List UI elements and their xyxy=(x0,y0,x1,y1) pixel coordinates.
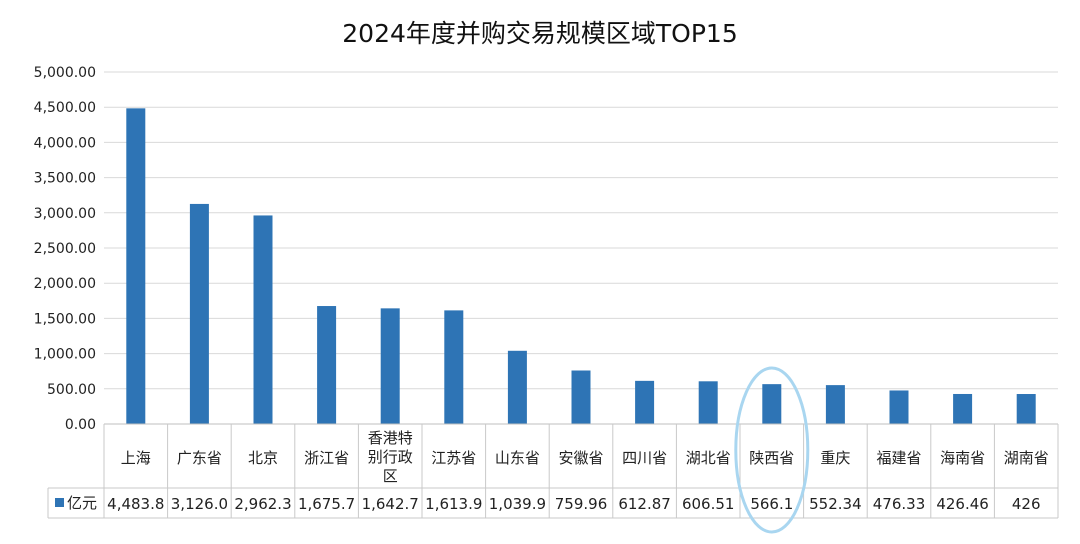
category-label: 区 xyxy=(383,467,398,485)
y-tick-label: 4,000.00 xyxy=(34,135,96,151)
data-label: 3,126.0 xyxy=(171,495,228,513)
category-label: 湖北省 xyxy=(686,449,731,467)
bar xyxy=(380,308,400,424)
category-label: 福建省 xyxy=(876,449,921,467)
category-label: 上海 xyxy=(121,449,151,467)
data-label: 552.34 xyxy=(809,495,862,513)
y-tick-label: 1,500.00 xyxy=(34,311,96,327)
bar xyxy=(253,215,273,424)
y-tick-label: 3,500.00 xyxy=(34,171,96,187)
y-axis-tick-labels: 0.00 500.00 1,000.00 1,500.00 2,000.00 2,500.… xyxy=(34,65,96,433)
category-label: 浙江省 xyxy=(304,449,349,467)
bar xyxy=(1016,394,1036,424)
bar xyxy=(953,393,973,424)
legend-swatch xyxy=(55,498,64,507)
category-label: 湖南省 xyxy=(1004,449,1049,467)
bar xyxy=(189,203,209,424)
y-tick-label: 4,500.00 xyxy=(34,100,96,116)
y-tick-label: 5,000.00 xyxy=(34,65,96,81)
y-tick-label: 2,500.00 xyxy=(34,241,96,257)
bar xyxy=(126,108,146,424)
series-name: 亿元 xyxy=(67,494,97,512)
data-label: 612.87 xyxy=(618,495,671,513)
data-label: 606.51 xyxy=(682,495,735,513)
highlight-ellipse xyxy=(734,366,810,534)
bar xyxy=(507,350,527,424)
category-label: 香港特 xyxy=(368,429,413,447)
category-label: 江苏省 xyxy=(431,449,476,467)
data-label: 1,613.9 xyxy=(425,495,482,513)
bar xyxy=(762,384,782,424)
bar xyxy=(571,370,591,424)
category-label: 安徽省 xyxy=(558,449,603,467)
category-label: 山东省 xyxy=(495,449,540,467)
data-label: 759.96 xyxy=(555,495,608,513)
category-label: 陕西省 xyxy=(749,449,794,467)
data-label: 566.1 xyxy=(750,495,793,513)
data-label: 426 xyxy=(1012,495,1041,513)
data-label: 1,039.9 xyxy=(489,495,546,513)
category-label: 别行政 xyxy=(368,448,413,466)
category-label: 重庆 xyxy=(820,449,850,467)
bar xyxy=(825,385,845,424)
data-label: 426.46 xyxy=(936,495,989,513)
y-tick-label: 2,000.00 xyxy=(34,276,96,292)
category-label: 广东省 xyxy=(177,449,222,467)
bar xyxy=(698,381,718,424)
bar xyxy=(889,390,909,424)
data-label: 1,675.7 xyxy=(298,495,355,513)
y-tick-label: 500.00 xyxy=(47,382,96,398)
data-label: 476.33 xyxy=(873,495,926,513)
data-label: 4,483.8 xyxy=(107,495,164,513)
category-label: 四川省 xyxy=(622,449,667,467)
highlight-annotation xyxy=(734,366,810,534)
data-label: 1,642.7 xyxy=(362,495,419,513)
category-label: 海南省 xyxy=(940,449,985,467)
y-tick-label: 0.00 xyxy=(65,417,96,433)
bar xyxy=(444,310,464,424)
bars xyxy=(126,108,1036,424)
y-tick-label: 3,000.00 xyxy=(34,206,96,222)
bar xyxy=(317,306,337,424)
category-label: 北京 xyxy=(248,449,278,467)
gridlines xyxy=(104,71,1058,390)
chart-title: 2024年度并购交易规模区域TOP15 xyxy=(342,19,737,48)
bar xyxy=(635,380,655,424)
y-tick-label: 1,000.00 xyxy=(34,347,96,363)
data-label: 2,962.3 xyxy=(234,495,291,513)
